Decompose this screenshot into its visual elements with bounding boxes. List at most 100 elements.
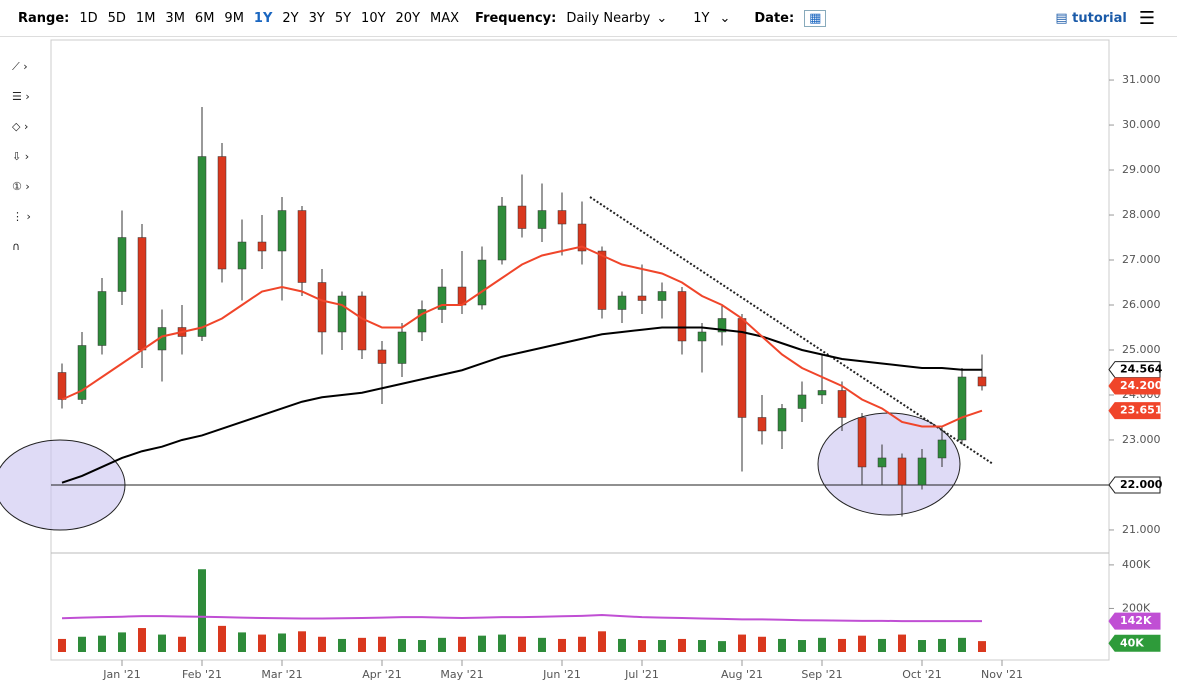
tutorial-link[interactable]: ▤ tutorial xyxy=(1055,10,1127,26)
tool-icon[interactable]: ⇩ › xyxy=(12,150,29,163)
frequency-label: Frequency: xyxy=(475,10,557,26)
price-tag xyxy=(1108,377,1161,395)
volume-bar xyxy=(738,634,746,652)
tool-icon[interactable]: ⋮ › xyxy=(12,210,31,223)
candle-body xyxy=(277,210,287,252)
period-select[interactable]: 1Y xyxy=(693,10,710,26)
volume-bar xyxy=(558,638,566,652)
candle-body xyxy=(957,376,967,441)
calendar-button[interactable]: ▦ xyxy=(804,9,827,27)
volume-bar xyxy=(198,569,206,652)
volume-bar xyxy=(218,625,226,652)
caret: ⌄ xyxy=(719,10,731,26)
tool-icon[interactable]: ① › xyxy=(12,180,30,193)
x-tick-label: Sep '21 xyxy=(801,668,842,681)
highlight-circle xyxy=(817,412,961,516)
x-tick-label: Feb '21 xyxy=(182,668,222,681)
candle-body xyxy=(317,282,327,333)
y-tick-label: 29.000 xyxy=(1122,163,1161,176)
candle-body xyxy=(257,241,267,252)
candle-body xyxy=(437,286,447,310)
x-tick-label: Jan '21 xyxy=(102,668,140,681)
candle-body xyxy=(97,291,107,346)
y-tick-label: 27.000 xyxy=(1122,253,1161,266)
y-tick-label: 31.000 xyxy=(1122,73,1161,86)
range-button[interactable]: 2Y xyxy=(282,10,299,26)
moving-average xyxy=(61,326,982,484)
candle-body xyxy=(237,241,247,270)
volume-bar xyxy=(538,637,546,652)
range-button[interactable]: 1M xyxy=(135,10,156,26)
tool-icon[interactable]: ∩ xyxy=(12,240,20,253)
frequency-select[interactable]: Daily Nearby xyxy=(566,10,651,26)
range-button[interactable]: 1D xyxy=(79,10,98,26)
range-button[interactable]: 5D xyxy=(107,10,126,26)
volume-bar xyxy=(138,628,146,652)
candle-body xyxy=(657,291,667,301)
range-button[interactable]: MAX xyxy=(430,10,460,26)
price-tag-label: 22.000 xyxy=(1120,478,1163,491)
range-button[interactable]: 10Y xyxy=(361,10,386,26)
candle-body xyxy=(817,390,827,396)
range-button[interactable]: 3M xyxy=(165,10,185,26)
candle-body xyxy=(577,223,587,252)
range-button[interactable]: 9M xyxy=(224,10,244,26)
tool-icon[interactable]: ⟋ › xyxy=(12,60,28,73)
volume-bar xyxy=(238,632,246,652)
volume-bar xyxy=(378,636,386,652)
volume-bar xyxy=(498,634,506,652)
range-label: Range: xyxy=(18,10,70,26)
y-tick-label: 21.000 xyxy=(1122,523,1161,536)
tool-icon[interactable]: ☰ › xyxy=(12,90,30,103)
candle-body xyxy=(77,345,87,400)
volume-bar xyxy=(758,636,766,652)
range-button[interactable]: 6M xyxy=(194,10,215,26)
volume-bar xyxy=(478,635,486,652)
candle-body xyxy=(197,156,207,337)
volume-bar xyxy=(438,637,446,652)
candle-body xyxy=(777,408,787,432)
volume-bar xyxy=(178,636,186,652)
range-buttons: 1D 5D 1M 3M 6M 9M 1Y 2Y 3Y 5Y 10Y 20Y MAX xyxy=(69,11,459,26)
candle-body xyxy=(297,210,307,283)
candle-body xyxy=(57,372,67,400)
range-button[interactable]: 20Y xyxy=(395,10,421,26)
volume-bar xyxy=(798,640,806,652)
volume-bar xyxy=(918,640,926,652)
volume-bar xyxy=(698,640,706,652)
x-tick-label: May '21 xyxy=(440,668,483,681)
volume-tick-label: 200K xyxy=(1122,601,1151,614)
candle-body xyxy=(837,390,847,418)
tool-icon[interactable]: ◇ › xyxy=(12,120,28,133)
candle-body xyxy=(697,331,707,342)
volume-bar xyxy=(278,633,286,652)
date-label: Date: xyxy=(754,10,795,26)
volume-bar xyxy=(78,636,86,652)
volume-bar xyxy=(978,641,986,652)
price-tag-label: 24.200 xyxy=(1120,379,1163,392)
range-button[interactable]: 1Y xyxy=(253,10,273,26)
candle-body xyxy=(337,295,347,333)
volume-average xyxy=(61,613,982,623)
menu-button[interactable]: ☰ xyxy=(1138,7,1155,29)
volume-bar xyxy=(838,638,846,652)
candle-body xyxy=(377,349,387,364)
candle-body xyxy=(397,331,407,364)
candle-body xyxy=(597,250,607,310)
volume-bar xyxy=(618,638,626,652)
price-tag xyxy=(1108,476,1161,494)
candle-body xyxy=(117,237,127,292)
y-tick-label: 30.000 xyxy=(1122,118,1161,131)
range-button[interactable]: 3Y xyxy=(308,10,325,26)
range-button[interactable]: 5Y xyxy=(334,10,352,26)
volume-bar xyxy=(358,637,366,652)
candle-body xyxy=(617,295,627,310)
x-tick-label: Apr '21 xyxy=(362,668,402,681)
candle-body xyxy=(717,318,727,333)
x-tick-label: Nov '21 xyxy=(981,668,1023,681)
volume-tag-label: 142K xyxy=(1120,614,1152,627)
tutorial-text: tutorial xyxy=(1072,10,1127,26)
y-tick-label: 25.000 xyxy=(1122,343,1161,356)
volume-bar xyxy=(418,640,426,652)
volume-bar xyxy=(258,634,266,652)
